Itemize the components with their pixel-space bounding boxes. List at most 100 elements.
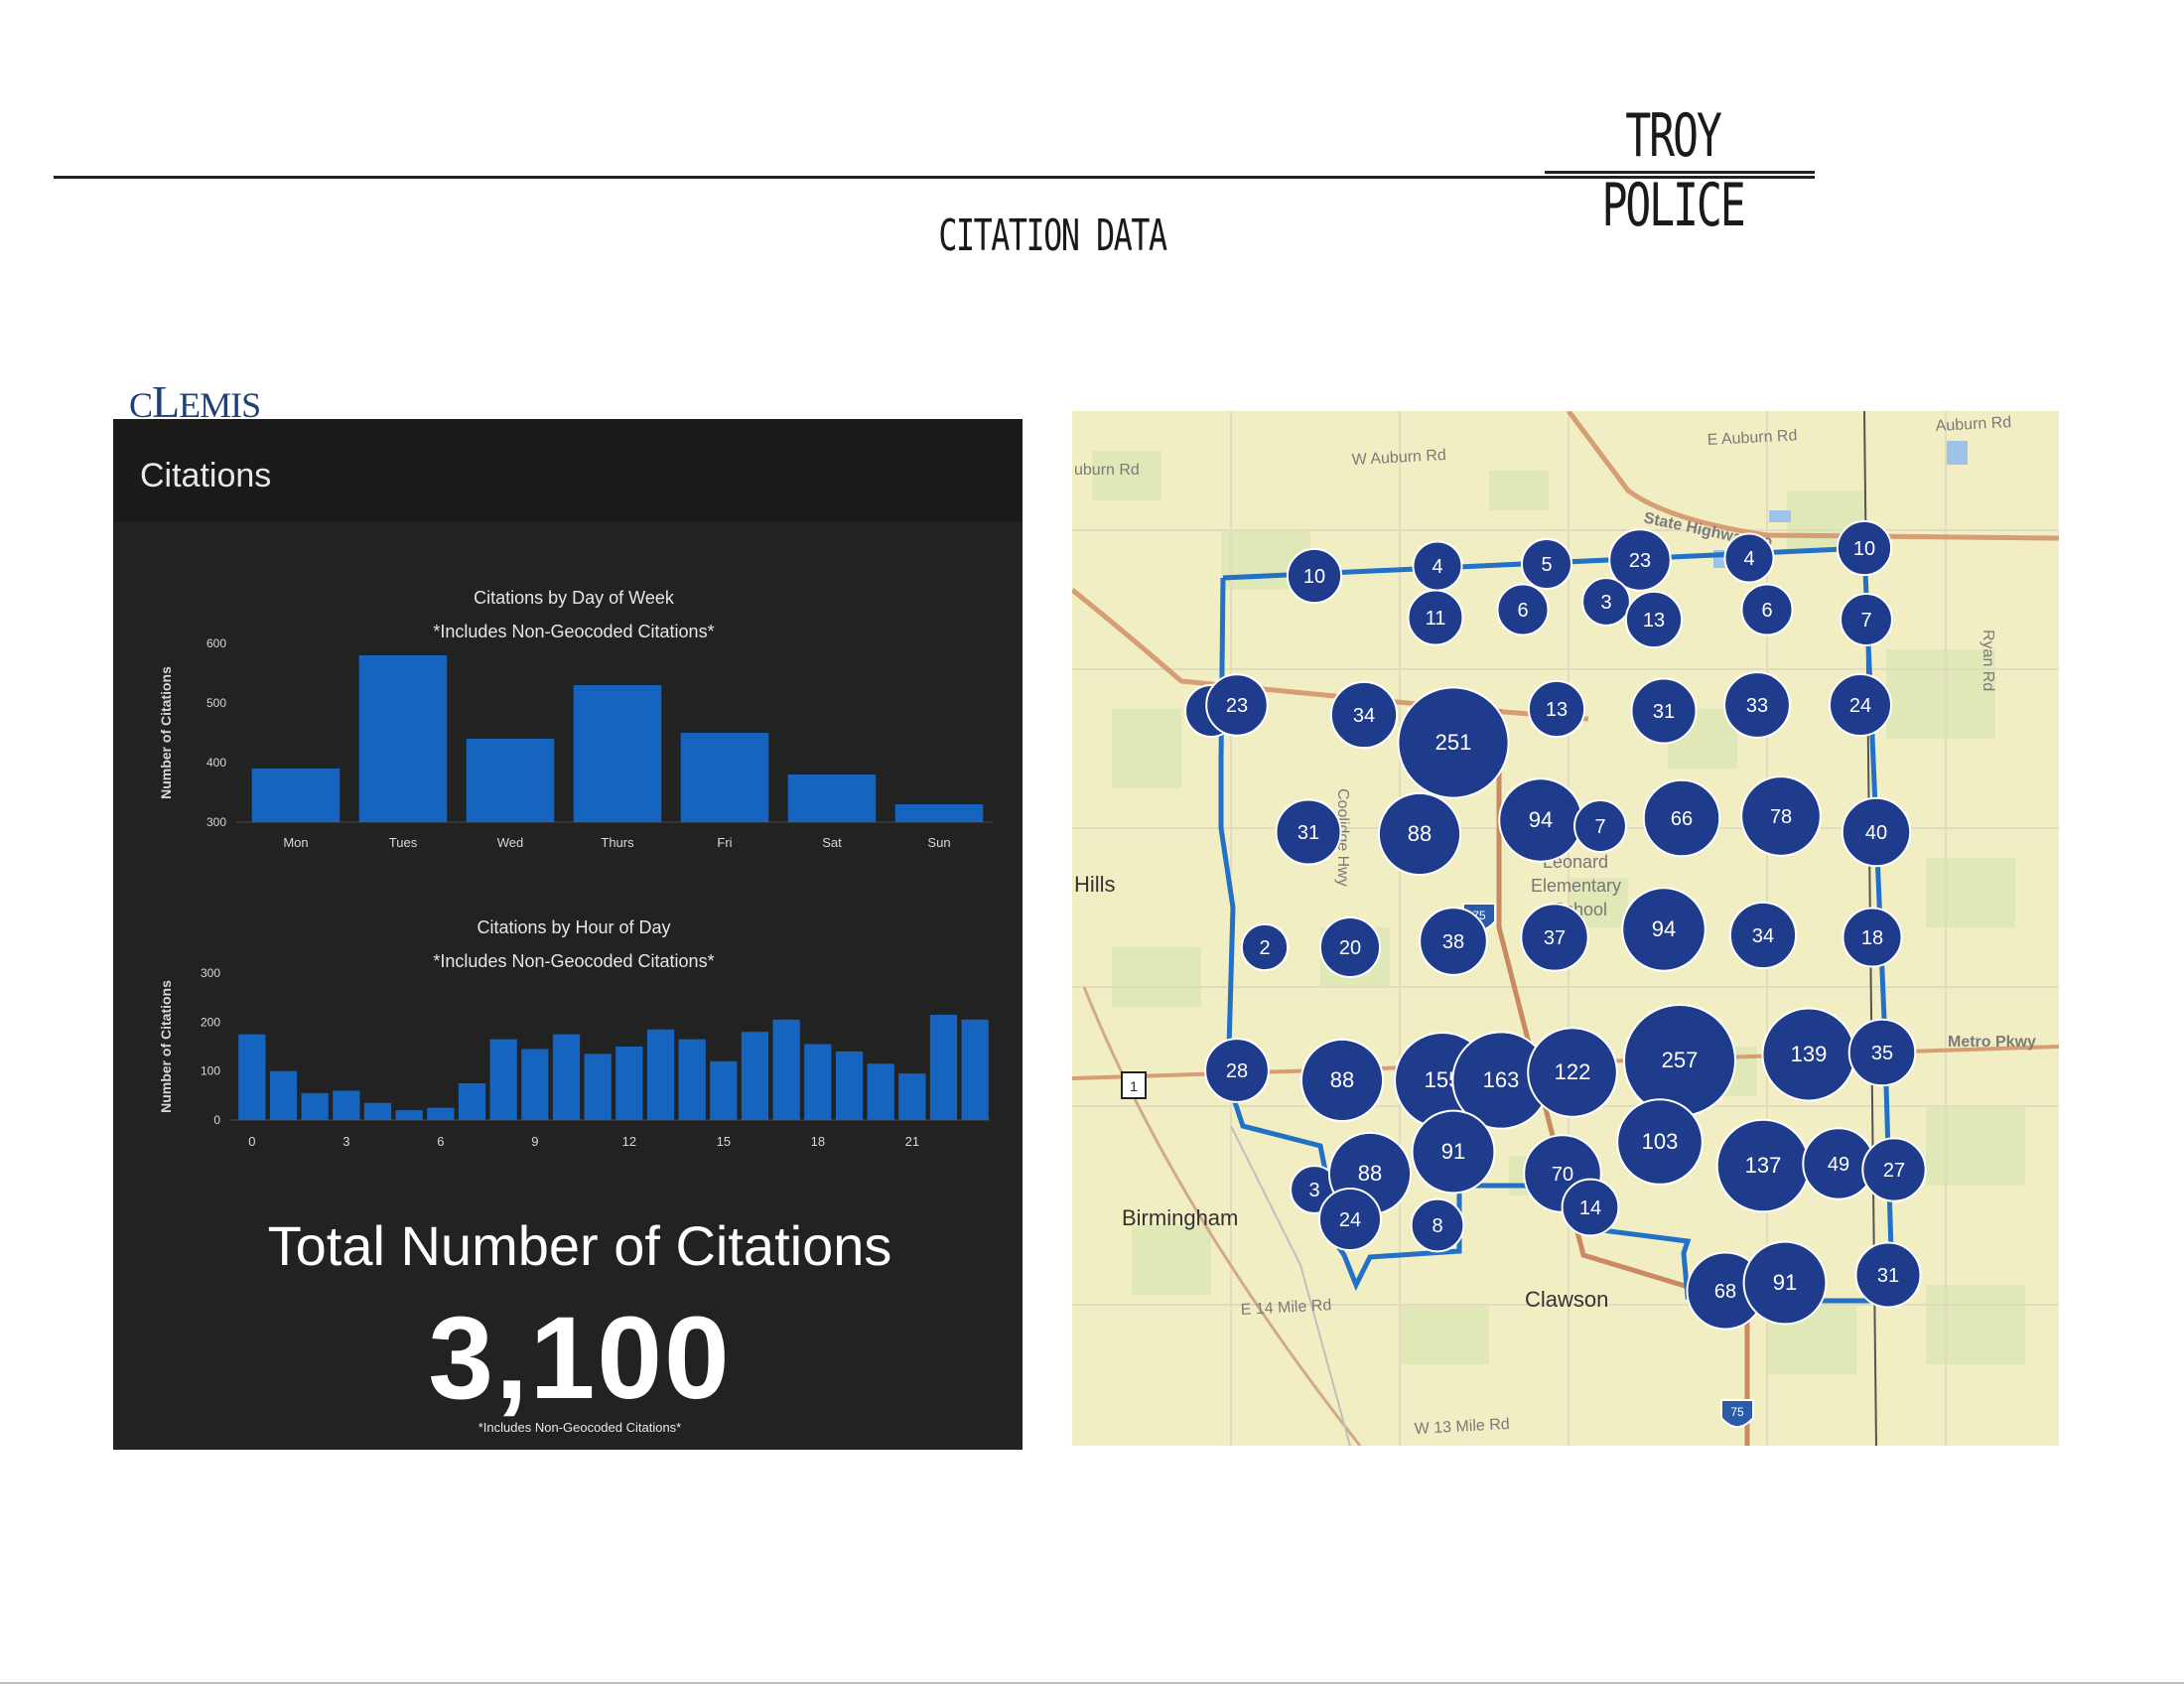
citation-cluster-circle xyxy=(1842,907,1903,968)
hod-bar xyxy=(961,1019,989,1120)
citation-cluster-count: 4 xyxy=(1432,556,1442,578)
citation-map: uburn Rd W Auburn Rd E Auburn Rd Auburn Rd S… xyxy=(1070,409,2060,1447)
citation-charts: Citations by Day of Week *Includes Non-Ge… xyxy=(158,588,993,1149)
citation-cluster-circle xyxy=(1275,798,1342,866)
hod-bar xyxy=(301,1092,329,1120)
citation-cluster-count: 3 xyxy=(1600,592,1611,614)
hod-x-tick-label: 15 xyxy=(717,1134,731,1149)
dow-x-tick-label: Sun xyxy=(927,835,950,850)
dow-x-tick-label: Thurs xyxy=(601,835,634,850)
hod-y-tick-label: 100 xyxy=(201,1064,220,1078)
hod-y-tick-label: 0 xyxy=(213,1113,220,1127)
citation-cluster-count: 23 xyxy=(1226,695,1248,717)
header-rule xyxy=(54,176,1815,179)
map-clusters: 1045234101163136772334251133133243188947… xyxy=(1184,519,1927,1331)
citation-cluster-count: 10 xyxy=(1853,538,1875,560)
map-road-label: W 13 Mile Rd xyxy=(1414,1416,1510,1438)
citation-cluster-circle xyxy=(1573,799,1627,853)
hod-bar xyxy=(710,1060,738,1120)
citation-cluster-count: 78 xyxy=(1770,806,1792,828)
citation-cluster-count: 137 xyxy=(1745,1153,1782,1178)
hod-y-axis-label: Number of Citations xyxy=(158,980,174,1113)
citation-cluster-count: 88 xyxy=(1358,1161,1382,1186)
dow-x-tick-label: Fri xyxy=(717,835,732,850)
citation-cluster-count: 27 xyxy=(1883,1160,1905,1182)
citation-cluster-circle xyxy=(1377,791,1462,877)
hod-bar xyxy=(898,1073,926,1120)
citation-cluster-count: 4 xyxy=(1743,548,1754,570)
citation-cluster-circle xyxy=(1836,519,1893,577)
hod-bar xyxy=(615,1047,643,1120)
citation-cluster-count: 34 xyxy=(1353,705,1375,727)
citation-cluster-circle xyxy=(1841,796,1912,868)
citation-cluster-circle xyxy=(1397,686,1510,799)
citation-cluster-count: 5 xyxy=(1541,554,1552,576)
citation-cluster-circle xyxy=(1861,1137,1927,1202)
citation-cluster-circle xyxy=(1204,1038,1270,1103)
citation-cluster-circle xyxy=(1621,887,1706,972)
hod-bar xyxy=(333,1090,360,1120)
hod-bar xyxy=(772,1019,800,1120)
hod-x-tick-label: 0 xyxy=(248,1134,255,1149)
citation-cluster-count: 35 xyxy=(1871,1043,1893,1064)
citations-dashboard: Citations Citations by Day of Week *Inclu… xyxy=(113,419,1023,1450)
citation-cluster-circle xyxy=(1496,583,1550,636)
citation-cluster-circle xyxy=(1728,901,1798,970)
citation-cluster-count: 7 xyxy=(1860,610,1871,632)
dow-chart-subtitle: *Includes Non-Geocoded Citations* xyxy=(433,622,714,641)
citation-cluster-circle xyxy=(1642,778,1721,858)
citation-cluster-circle xyxy=(1854,1241,1922,1309)
hod-bar xyxy=(678,1039,706,1120)
citation-cluster-count: 257 xyxy=(1662,1048,1699,1072)
hod-bar xyxy=(741,1032,769,1120)
citation-cluster-count: 13 xyxy=(1546,699,1568,721)
dow-chart-title: Citations by Day of Week xyxy=(474,588,675,608)
hod-bar xyxy=(929,1014,958,1120)
citation-cluster-count: 122 xyxy=(1555,1059,1591,1084)
hod-bar xyxy=(427,1107,455,1120)
citation-cluster-count: 91 xyxy=(1441,1139,1465,1164)
hod-bar xyxy=(835,1051,864,1120)
org-title: TROY POLICE xyxy=(1601,101,1745,240)
citation-cluster-count: 6 xyxy=(1761,600,1772,622)
citation-cluster-circle xyxy=(1411,1109,1496,1195)
citation-cluster-circle xyxy=(1520,903,1589,972)
hod-bar xyxy=(584,1054,612,1120)
citation-cluster-circle xyxy=(1740,583,1794,636)
hod-bar xyxy=(238,1034,266,1120)
citation-cluster-count: 33 xyxy=(1746,695,1768,717)
hod-bar xyxy=(646,1029,675,1120)
map-road-label: Metro Pkwy xyxy=(1948,1034,2036,1051)
citation-cluster-circle xyxy=(1740,775,1822,857)
map-road-label: E 14 Mile Rd xyxy=(1240,1297,1331,1319)
citation-cluster-count: 7 xyxy=(1594,816,1605,838)
dow-x-tick-label: Sat xyxy=(822,835,842,850)
citation-cluster-circle xyxy=(1624,590,1684,649)
citation-cluster-count: 18 xyxy=(1861,927,1883,949)
map-place-label: Clawson xyxy=(1525,1287,1608,1312)
citation-cluster-circle xyxy=(1527,1027,1618,1118)
hod-x-tick-label: 12 xyxy=(622,1134,636,1149)
hod-bar xyxy=(395,1110,423,1120)
hod-x-tick-label: 18 xyxy=(811,1134,825,1149)
citation-cluster-count: 10 xyxy=(1303,566,1325,588)
hod-chart-title: Citations by Hour of Day xyxy=(477,917,670,937)
map-road-label: Ryan Rd xyxy=(1979,630,1996,691)
dashboard-title: Citations xyxy=(140,457,272,494)
citation-cluster-count: 31 xyxy=(1877,1265,1899,1287)
total-citations-label: Total Number of Citations xyxy=(267,1214,892,1277)
citation-cluster-count: 2 xyxy=(1259,937,1270,959)
dow-x-tick-label: Mon xyxy=(283,835,308,850)
citation-cluster-count: 24 xyxy=(1339,1209,1361,1231)
org-title-underline xyxy=(1545,171,1815,174)
citation-cluster-count: 68 xyxy=(1714,1281,1736,1303)
citation-cluster-count: 31 xyxy=(1297,822,1319,844)
dow-y-tick-label: 300 xyxy=(206,815,226,829)
clemis-logo: CLEMIS xyxy=(129,375,261,428)
citation-cluster-circle xyxy=(1840,593,1893,646)
hod-bar xyxy=(521,1049,549,1120)
citation-cluster-count: 20 xyxy=(1339,937,1361,959)
citation-cluster-count: 14 xyxy=(1579,1197,1601,1219)
dow-bar xyxy=(787,774,877,822)
citation-cluster-count: 23 xyxy=(1629,550,1651,572)
